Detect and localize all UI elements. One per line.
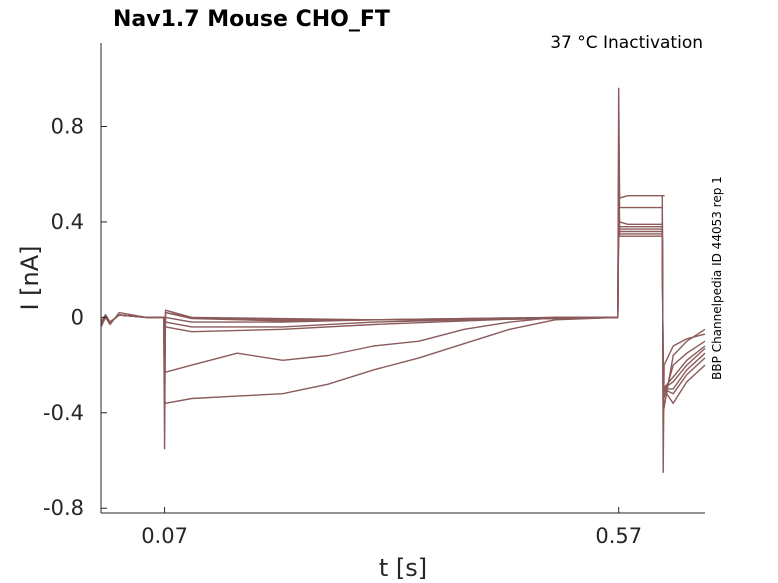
x-axis-label: t [s] — [379, 554, 427, 582]
trace-line-1 — [100, 87, 706, 474]
x-tick-label: 0.57 — [595, 524, 642, 548]
x-ticks: 0.07 0.57 — [141, 507, 642, 548]
trace-line-3 — [100, 173, 706, 402]
side-label: BBP Channelpedia ID 44053 rep 1 — [710, 176, 724, 380]
trace-line-2 — [100, 149, 706, 414]
chart-title: Nav1.7 Mouse CHO_FT — [113, 7, 390, 32]
y-ticks: -0.8 -0.4 0 0.4 0.8 — [43, 115, 107, 520]
trace-line-7 — [100, 221, 706, 395]
y-tick-label: -0.4 — [43, 401, 84, 425]
y-tick-label: 0.8 — [51, 115, 84, 139]
trace-line-4 — [100, 197, 706, 390]
y-tick-label: -0.8 — [43, 496, 84, 520]
trace-line-6 — [100, 216, 706, 390]
trace-line-8 — [100, 225, 706, 404]
chart-subtitle: 37 °C Inactivation — [550, 33, 703, 53]
y-axis-label: I [nA] — [16, 245, 44, 310]
y-tick-label: 0.4 — [51, 210, 84, 234]
x-tick-label: 0.07 — [141, 524, 188, 548]
traces-group — [100, 87, 706, 474]
y-tick-label: 0 — [71, 305, 84, 329]
